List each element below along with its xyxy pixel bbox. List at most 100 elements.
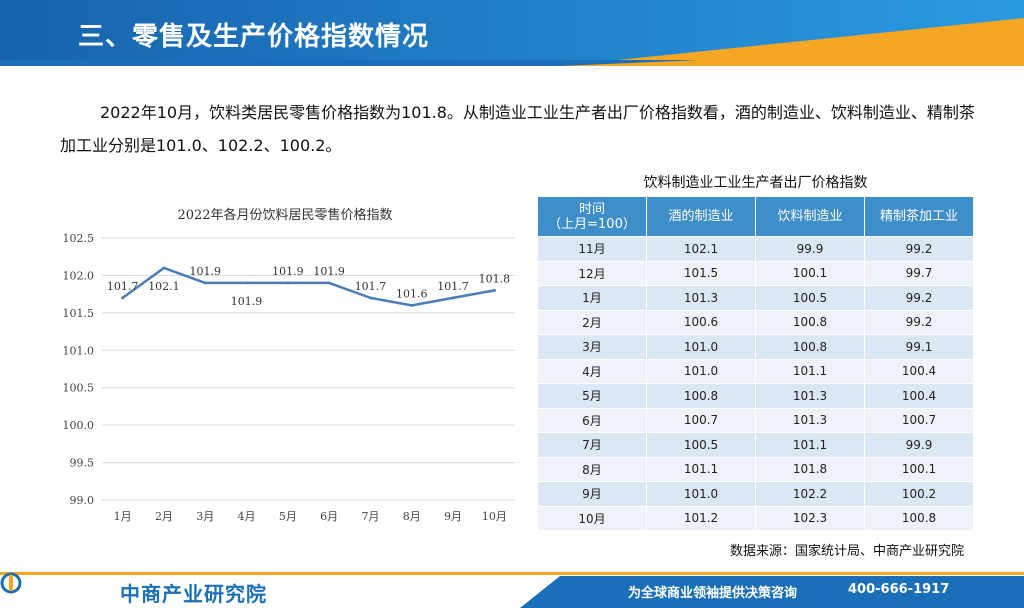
table-header-row: 时间 （上月=100） 酒的制造业 饮料制造业 精制茶加工业 [537,196,974,237]
chart-title: 2022年各月份饮料居民零售价格指数 [177,208,393,223]
table-row: 6月 100.7 101.3 100.7 [537,407,974,433]
header-background [0,0,1024,66]
table-row: 3月 101.0 100.8 99.1 [537,334,974,360]
table-cell: 102.2 [755,481,865,507]
x-tick-label: 1月 [114,510,132,523]
data-point [327,281,331,285]
table-cell: 12月 [537,260,647,286]
y-tick-label: 99.5 [70,457,95,470]
retail-price-chart: 2022年各月份饮料居民零售价格指数 99.0 99.5 100.0 100.5 101… [40,192,530,537]
data-label: 101.7 [437,280,469,293]
table-cell: 102.3 [755,505,865,531]
table-cell: 101.1 [646,456,756,482]
data-label: 101.8 [479,272,511,285]
x-tick-label: 5月 [279,510,297,523]
brand-logo-icon [0,572,22,594]
y-tick-label: 100.0 [63,419,95,432]
table-cell: 100.4 [864,358,974,384]
data-point [245,281,249,285]
table-cell: 99.1 [864,334,974,360]
table-cell: 10月 [537,505,647,531]
table-cell: 101.5 [646,260,756,286]
table-cell: 99.2 [864,309,974,335]
table-cell: 101.1 [755,358,865,384]
data-label: 101.7 [107,280,138,293]
table-cell: 11月 [537,236,647,262]
x-tick-label: 10月 [482,510,507,523]
table-cell: 101.0 [646,358,756,384]
table-cell: 100.8 [864,505,974,531]
table-cell: 100.7 [646,407,756,433]
table-cell: 100.8 [755,334,865,360]
table-cell: 101.2 [646,505,756,531]
footer-background [0,572,1024,608]
table-row: 10月 101.2 102.3 100.8 [537,505,974,531]
table-cell: 3月 [537,334,647,360]
table-row: 12月 101.5 100.1 99.7 [537,260,974,286]
table-cell: 102.1 [646,236,756,262]
table-row: 2月 100.6 100.8 99.2 [537,309,974,335]
x-tick-label: 9月 [444,510,462,523]
data-label: 101.9 [190,265,222,278]
intro-paragraph: 2022年10月，饮料类居民零售价格指数为101.8。从制造业工业生产者出厂价格… [60,103,975,155]
data-label: 101.6 [396,287,428,300]
table-cell: 101.3 [755,383,865,409]
table-cell: 99.7 [864,260,974,286]
table-cell: 99.2 [864,285,974,311]
x-tick-label: 8月 [403,510,421,523]
data-point [203,281,207,285]
data-label: 101.9 [231,295,262,308]
table-row: 5月 100.8 101.3 100.4 [537,383,974,409]
table-cell: 101.1 [755,432,865,458]
table-row: 8月 101.1 101.8 100.1 [537,456,974,482]
table-header-cell: 精制茶加工业 [864,196,974,237]
table-cell: 100.7 [864,407,974,433]
table-row: 4月 101.0 101.1 100.4 [537,358,974,384]
data-point [410,303,414,307]
table-cell: 99.9 [755,236,865,262]
x-tick-label: 6月 [320,510,338,523]
y-tick-label: 102.5 [63,232,95,245]
table-cell: 100.8 [755,309,865,335]
x-tick-label: 2月 [155,510,173,523]
y-tick-label: 102.0 [63,269,95,282]
data-label: 101.9 [272,265,304,278]
table-cell: 4月 [537,358,647,384]
table-row: 11月 102.1 99.9 99.2 [537,236,974,262]
table-cell: 100.6 [646,309,756,335]
table-row: 1月 101.3 100.5 99.2 [537,285,974,311]
table-cell: 101.3 [646,285,756,311]
table-header-cell: 酒的制造业 [646,196,756,237]
footer-phone: 400-666-1917 [848,582,950,597]
table-row: 7月 100.5 101.1 99.9 [537,432,974,458]
table-cell: 99.9 [864,432,974,458]
table-cell: 9月 [537,481,647,507]
table-header-cell: 饮料制造业 [755,196,865,237]
table-cell: 101.0 [646,334,756,360]
table-body: 11月 102.1 99.9 99.2 12月 101.5 100.1 99.7 1月 101.3… [537,236,974,531]
table-cell: 100.8 [646,383,756,409]
footer-slogan: 为全球商业领袖提供决策咨询 [628,586,798,601]
x-tick-label: 4月 [238,510,256,523]
table-cell: 100.2 [864,481,974,507]
table-cell: 101.8 [755,456,865,482]
data-point [286,281,290,285]
data-label: 101.7 [355,280,387,293]
data-point [162,266,166,270]
table-cell: 100.4 [864,383,974,409]
ppi-table: 时间 （上月=100） 酒的制造业 饮料制造业 精制茶加工业 11月 102.1 99.9… [537,196,974,531]
data-label: 102.1 [148,280,180,293]
table-cell: 6月 [537,407,647,433]
brand-name: 中商产业研究院 [120,582,267,606]
data-point [121,296,125,300]
table-cell: 101.3 [755,407,865,433]
y-tick-label: 101.0 [63,344,95,357]
data-point [492,288,496,292]
page-title: 三、零售及生产价格指数情况 [78,22,430,52]
table-cell: 100.5 [646,432,756,458]
table-row: 9月 101.0 102.2 100.2 [537,481,974,507]
table-header-cell: 时间 （上月=100） [537,196,647,237]
footer-bar: 中商产业研究院 为全球商业领袖提供决策咨询 400-666-1917 [0,572,1024,608]
table-cell: 101.0 [646,481,756,507]
series-line [121,266,495,307]
